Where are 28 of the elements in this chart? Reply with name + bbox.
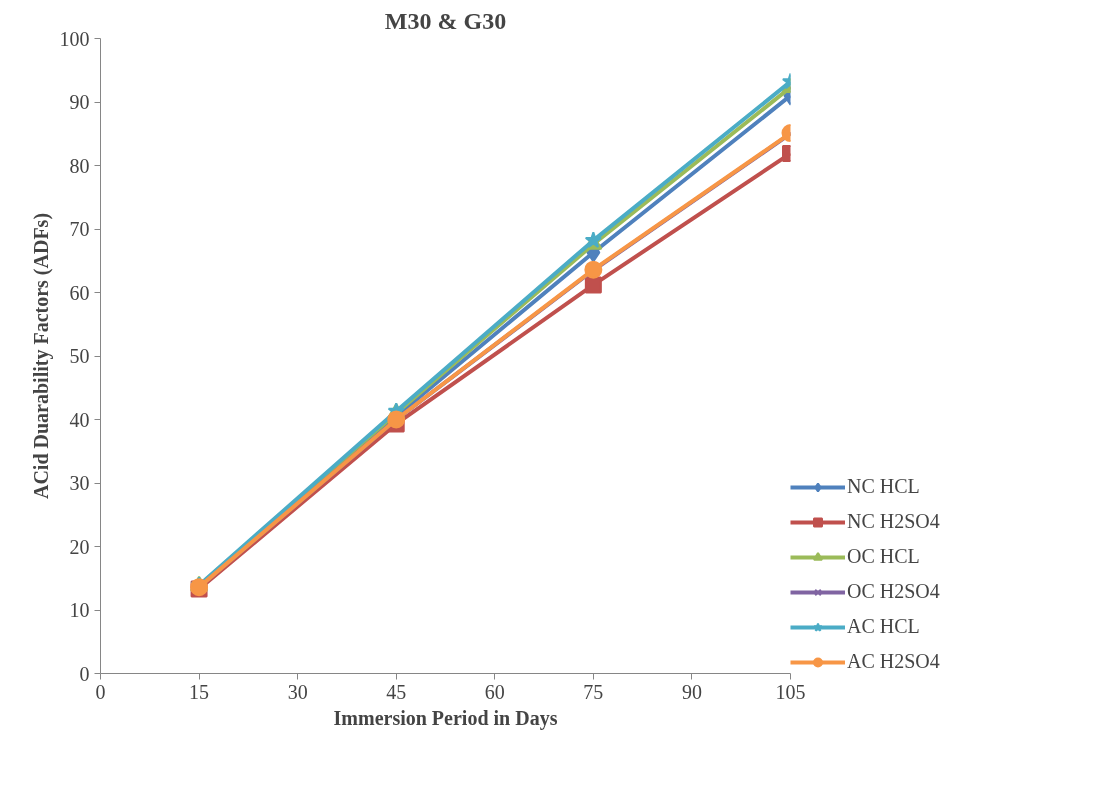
x-tick-label: 45 xyxy=(386,680,407,703)
y-tick-label: 50 xyxy=(69,345,90,367)
y-tick-label: 60 xyxy=(69,281,90,304)
legend-label: AC HCL xyxy=(847,615,920,638)
y-tick-label: 70 xyxy=(69,218,90,240)
y-tick-label: 100 xyxy=(59,27,90,50)
legend-label: OC H2SO4 xyxy=(847,580,940,603)
x-tick-label: 15 xyxy=(189,680,210,703)
legend-label: OC HCL xyxy=(847,545,920,568)
legend-label: AC H2SO4 xyxy=(847,650,940,673)
x-tick-label: 0 xyxy=(95,680,106,703)
x-axis-title: Immersion Period in Days xyxy=(333,706,558,730)
y-tick-label: 90 xyxy=(69,91,90,113)
y-axis-title: ACid Duarability Factors (ADFs) xyxy=(29,212,53,500)
legend-label: NC HCL xyxy=(847,475,920,498)
y-tick-label: 40 xyxy=(69,408,90,431)
y-tick-label: 20 xyxy=(69,535,90,558)
y-tick-label: 30 xyxy=(69,472,90,494)
x-tick-label: 30 xyxy=(287,680,308,703)
y-tick-label: 10 xyxy=(69,599,90,621)
legend-label: NC H2SO4 xyxy=(847,510,940,533)
y-tick-label: 80 xyxy=(69,154,90,177)
x-tick-label: 105 xyxy=(775,680,806,703)
x-tick-label: 60 xyxy=(484,680,505,703)
y-tick-label: 0 xyxy=(79,662,90,685)
x-tick-label: 90 xyxy=(681,680,702,703)
chart-title: M30 & G30 xyxy=(384,7,507,34)
x-tick-label: 75 xyxy=(583,680,604,703)
